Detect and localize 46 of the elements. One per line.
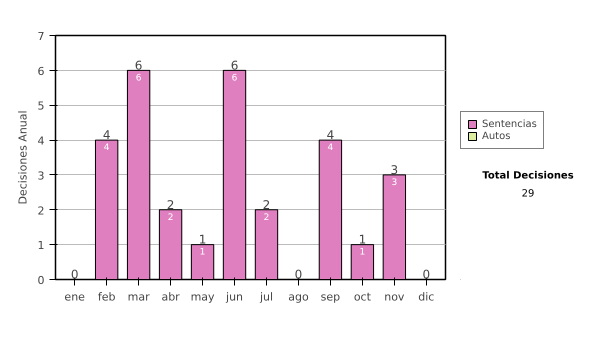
data-label: 3 <box>391 178 398 188</box>
x-tick-label: abr <box>161 290 180 304</box>
total-label: 0 <box>70 268 79 282</box>
x-tick-label: jul <box>258 290 274 304</box>
y-tick-label: 0 <box>38 274 44 287</box>
y-tick-label: 2 <box>38 204 44 218</box>
x-tick-label: may <box>190 290 216 304</box>
total-label: 4 <box>326 128 334 142</box>
data-label: 2 <box>168 212 174 223</box>
text: 29 <box>522 188 534 200</box>
x-tick-label: jun <box>225 290 244 304</box>
data-label: 6 <box>232 73 238 84</box>
text: Total Decisiones <box>482 170 574 182</box>
total-label: 2 <box>166 198 174 212</box>
x-tick-label: oct <box>354 290 372 304</box>
data-label: 1 <box>200 248 206 258</box>
x-tick-label: nov <box>384 290 405 304</box>
total-label: 6 <box>230 58 238 72</box>
data-label: 4 <box>104 143 110 154</box>
data-label: 6 <box>136 73 142 84</box>
data-label: 2 <box>264 212 270 223</box>
x-tick-label: feb <box>98 290 116 304</box>
total-label: 4 <box>102 128 110 142</box>
total-label: 1 <box>198 232 206 247</box>
x-tick-label: dic <box>418 290 434 304</box>
x-tick-label: sep <box>320 290 340 304</box>
legend-label: Autos <box>482 130 510 142</box>
data-label: 1 <box>360 248 366 258</box>
data-label: 4 <box>328 143 334 154</box>
y-tick-label: 6 <box>38 64 44 78</box>
y-tick-label: 1 <box>38 239 44 252</box>
total-label: 6 <box>134 58 142 72</box>
y-axis-title: Decisiones Anual <box>16 110 30 205</box>
total-label: 0 <box>422 268 430 282</box>
x-tick-label: mar <box>128 290 150 304</box>
x-tick-label: ene <box>64 290 86 304</box>
total-label: 2 <box>262 198 270 212</box>
y-tick-label: 3 <box>38 169 44 182</box>
y-tick-label: 4 <box>38 134 44 148</box>
total-label: 1 <box>358 232 366 247</box>
total-label: 3 <box>390 162 398 177</box>
legend-label: Sentencias <box>482 118 537 130</box>
x-tick-label: ago <box>288 290 309 304</box>
y-tick-label: 5 <box>38 100 44 113</box>
total-label: 0 <box>294 268 302 282</box>
y-tick-label: 7 <box>38 30 44 43</box>
